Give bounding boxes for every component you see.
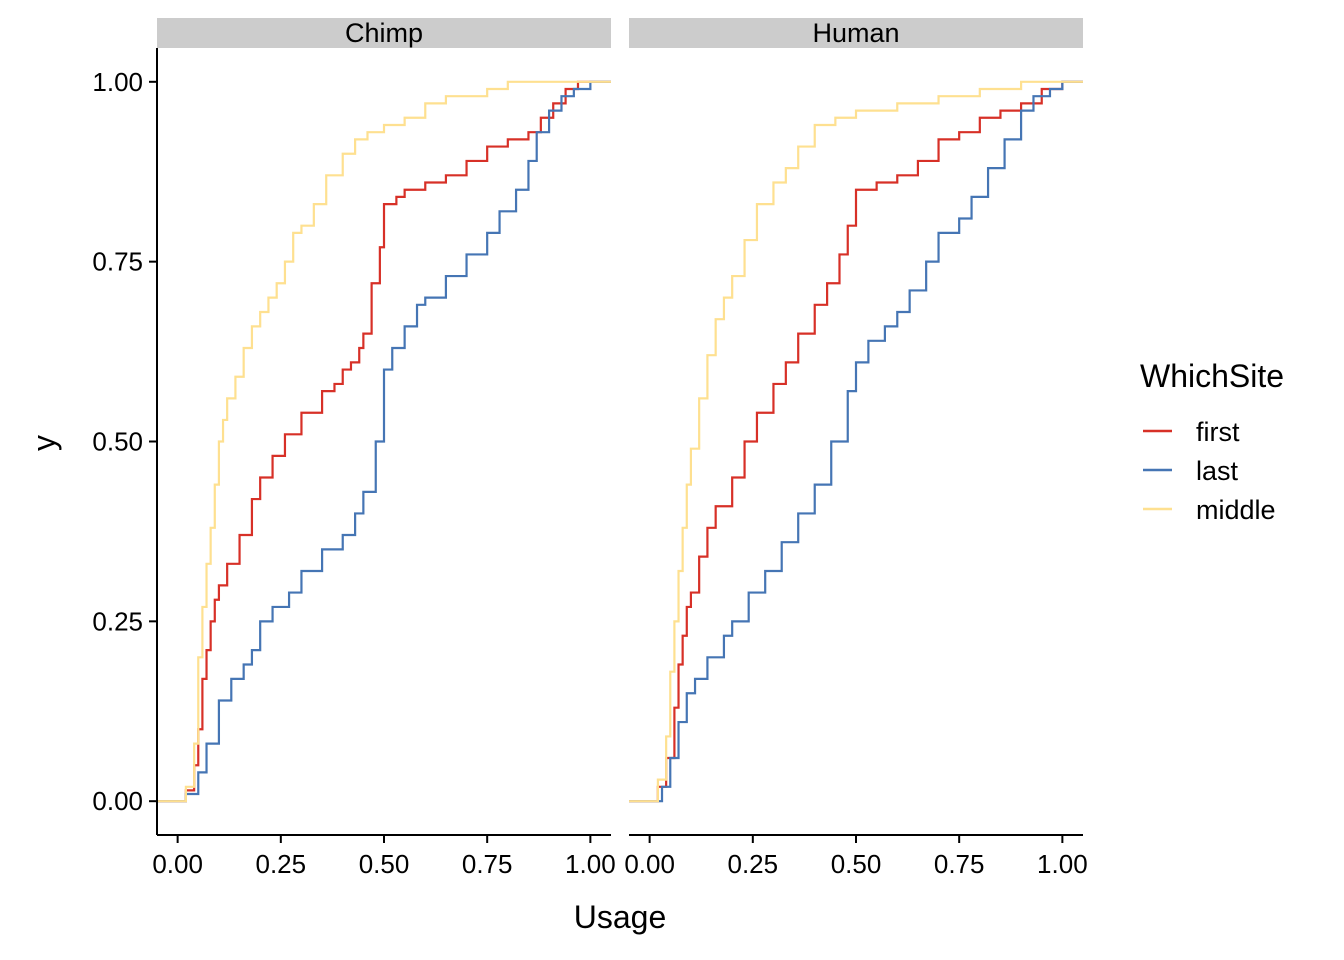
series-line-first bbox=[629, 80, 1083, 803]
x-axis-title: Usage bbox=[574, 899, 667, 935]
facet-strip-label: Human bbox=[812, 18, 899, 48]
legend-label: last bbox=[1196, 456, 1239, 486]
x-tick-label: 1.00 bbox=[565, 849, 616, 879]
x-tick-label: 0.00 bbox=[624, 849, 675, 879]
x-tick-label: 0.50 bbox=[831, 849, 882, 879]
series-line-middle bbox=[157, 80, 611, 803]
x-tick-label: 0.75 bbox=[934, 849, 985, 879]
legend-entry-middle: middle bbox=[1143, 495, 1276, 525]
series-line-last bbox=[629, 80, 1083, 803]
x-tick-label: 0.50 bbox=[359, 849, 410, 879]
facet-panels: Chimp 0.00 0.25 0.50 0.75 1.00 0.00 0.25 0.50 0.7… bbox=[92, 18, 1088, 879]
legend-entry-first: first bbox=[1143, 417, 1240, 447]
legend-label: middle bbox=[1196, 495, 1276, 525]
facet-strip bbox=[629, 18, 1083, 48]
y-tick-label: 0.00 bbox=[92, 786, 143, 816]
legend-label: first bbox=[1196, 417, 1240, 447]
facet-strip-label: Chimp bbox=[345, 18, 423, 48]
x-tick-label: 0.75 bbox=[462, 849, 513, 879]
x-tick-label: 1.00 bbox=[1037, 849, 1088, 879]
legend: WhichSite first last middle bbox=[1140, 358, 1284, 525]
legend-title: WhichSite bbox=[1140, 358, 1284, 394]
y-tick-label: 0.50 bbox=[92, 427, 143, 457]
facet-strip bbox=[157, 18, 611, 48]
y-tick-label: 1.00 bbox=[92, 67, 143, 97]
facet-panel-chimp: Chimp 0.00 0.25 0.50 0.75 1.00 0.00 0.25 0.50 0.7… bbox=[92, 18, 616, 879]
facet-panel-human: Human 0.00 0.25 0.50 0.75 1.00 bbox=[624, 18, 1088, 879]
y-axis-title: y bbox=[26, 435, 62, 451]
x-tick-label: 0.25 bbox=[256, 849, 307, 879]
series-line-last bbox=[157, 80, 611, 803]
series-line-middle bbox=[629, 80, 1083, 803]
y-tick-label: 0.25 bbox=[92, 606, 143, 636]
series-line-first bbox=[157, 80, 611, 803]
legend-entry-last: last bbox=[1143, 456, 1239, 486]
x-tick-label: 0.00 bbox=[152, 849, 203, 879]
x-tick-label: 0.25 bbox=[728, 849, 779, 879]
y-tick-label: 0.75 bbox=[92, 247, 143, 277]
